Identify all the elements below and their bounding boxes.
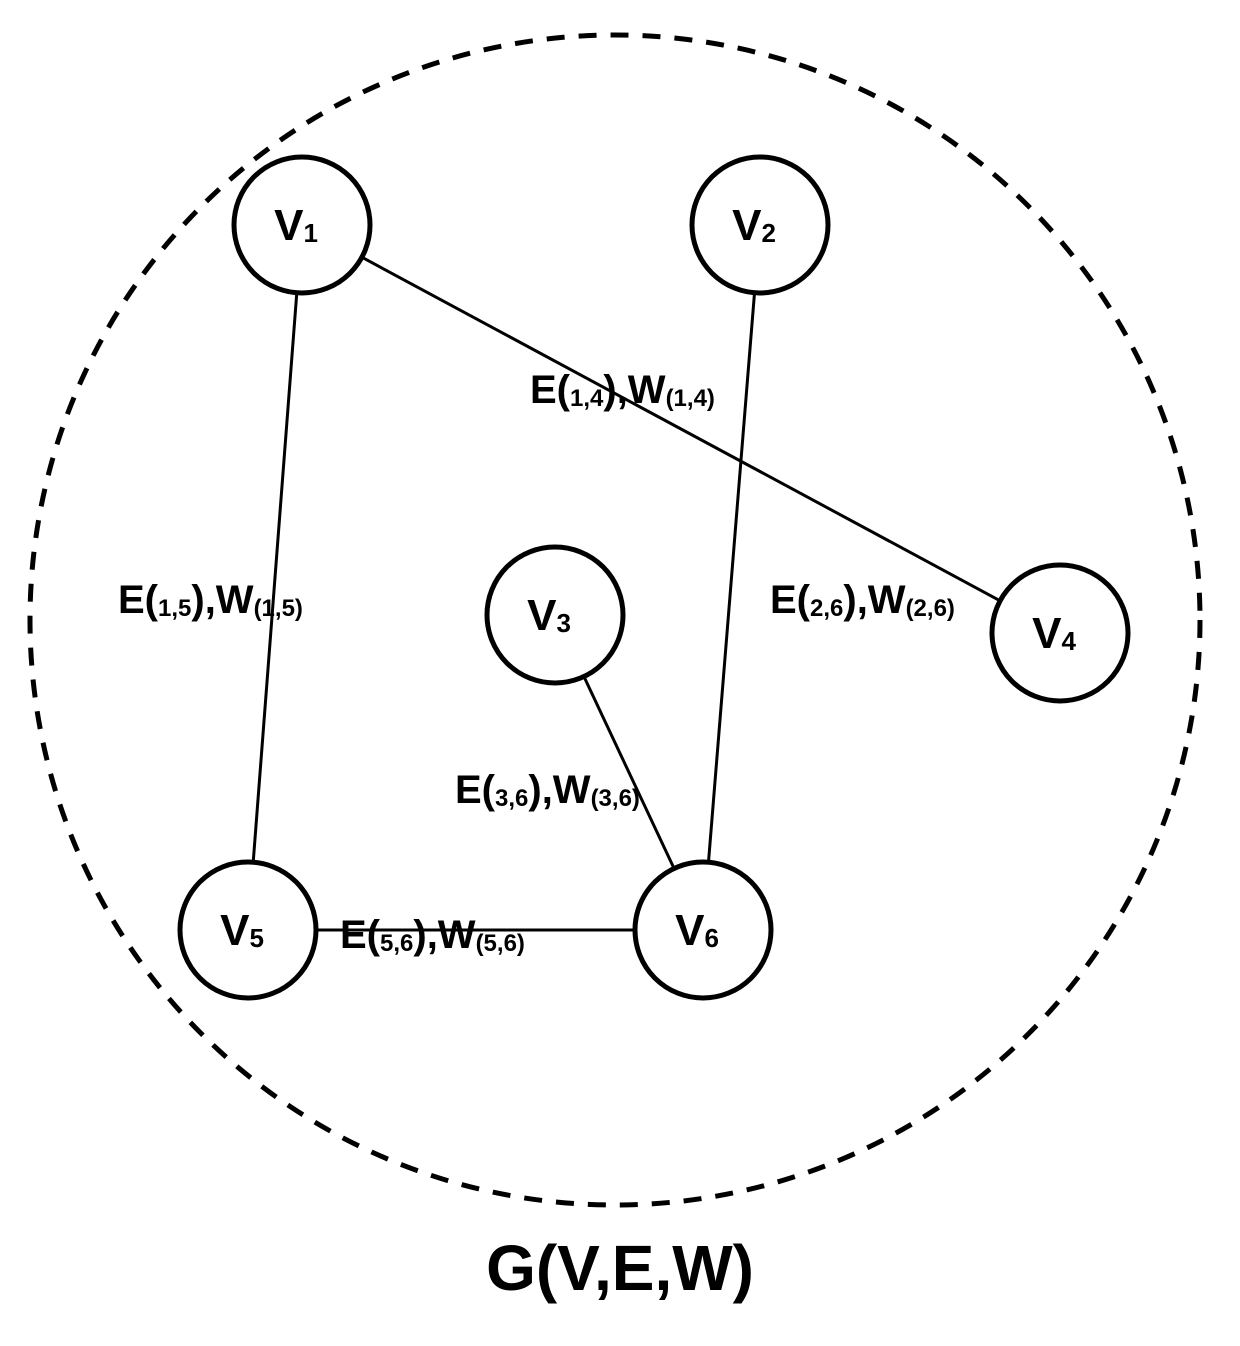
- node-label: V5: [220, 906, 264, 955]
- node-label: V1: [274, 201, 318, 250]
- nodes: V1 V2 V3 V4 V5 V6: [180, 157, 1128, 998]
- edge-label-lbl26: E(2,6),W(2,6): [770, 578, 955, 622]
- edge-label-lbl14: E(1,4),W(1,4): [530, 368, 715, 412]
- node-v4: V4: [992, 565, 1128, 701]
- node-label: V3: [527, 591, 571, 640]
- node-v5: V5: [180, 862, 316, 998]
- edge-label-lbl56: E(5,6),W(5,6): [340, 913, 525, 957]
- graph-diagram: E(1,4),W(1,4)E(1,5),W(1,5)E(2,6),W(2,6)E…: [0, 0, 1240, 1346]
- edge-e26: [708, 293, 754, 862]
- edge-e15: [253, 293, 297, 862]
- node-label: V4: [1032, 609, 1076, 658]
- node-v3: V3: [487, 547, 623, 683]
- node-v6: V6: [635, 862, 771, 998]
- node-v1: V1: [234, 157, 370, 293]
- edge-e14: [362, 257, 1000, 601]
- edge-label-lbl36: E(3,6),W(3,6): [455, 768, 640, 812]
- node-label: V2: [732, 201, 776, 250]
- node-label: V6: [675, 906, 719, 955]
- edge-labels: E(1,4),W(1,4)E(1,5),W(1,5)E(2,6),W(2,6)E…: [118, 368, 955, 957]
- graph-title: G(V,E,W): [486, 1232, 754, 1304]
- edge-e36: [584, 677, 674, 869]
- node-v2: V2: [692, 157, 828, 293]
